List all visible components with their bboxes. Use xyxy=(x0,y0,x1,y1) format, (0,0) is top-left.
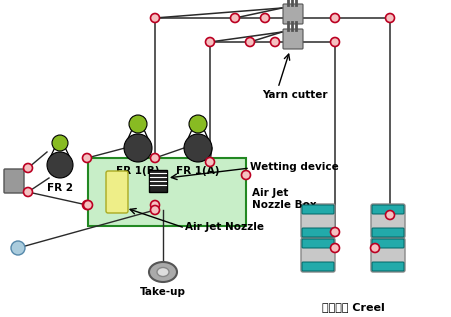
Circle shape xyxy=(11,241,25,255)
FancyBboxPatch shape xyxy=(282,29,302,49)
Circle shape xyxy=(270,37,279,47)
Circle shape xyxy=(330,243,339,253)
Circle shape xyxy=(150,153,159,163)
Text: Air Jet
Nozzle Box: Air Jet Nozzle Box xyxy=(252,188,316,210)
Circle shape xyxy=(83,200,91,210)
FancyBboxPatch shape xyxy=(88,158,245,226)
Ellipse shape xyxy=(149,262,177,282)
FancyBboxPatch shape xyxy=(301,228,333,237)
Circle shape xyxy=(330,37,339,47)
FancyBboxPatch shape xyxy=(370,238,404,272)
Circle shape xyxy=(124,134,152,162)
Circle shape xyxy=(150,14,159,23)
Circle shape xyxy=(47,152,73,178)
FancyBboxPatch shape xyxy=(106,171,128,213)
Text: Wetting device: Wetting device xyxy=(249,162,338,172)
Circle shape xyxy=(330,14,339,23)
Circle shape xyxy=(23,187,32,197)
Circle shape xyxy=(385,14,394,23)
FancyBboxPatch shape xyxy=(371,239,403,248)
Text: 원사공급 Creel: 원사공급 Creel xyxy=(321,302,383,312)
FancyBboxPatch shape xyxy=(370,204,404,238)
Circle shape xyxy=(370,243,379,253)
FancyBboxPatch shape xyxy=(300,204,334,238)
Text: Yarn cutter: Yarn cutter xyxy=(262,90,327,100)
FancyBboxPatch shape xyxy=(371,228,403,237)
FancyBboxPatch shape xyxy=(371,262,403,271)
Circle shape xyxy=(150,205,159,215)
FancyBboxPatch shape xyxy=(4,169,24,193)
Circle shape xyxy=(230,14,239,23)
Circle shape xyxy=(184,134,212,162)
FancyBboxPatch shape xyxy=(301,262,333,271)
Circle shape xyxy=(150,200,159,210)
Circle shape xyxy=(129,115,147,133)
Circle shape xyxy=(241,171,250,179)
Circle shape xyxy=(52,135,68,151)
FancyBboxPatch shape xyxy=(301,239,333,248)
Text: Air Jet Nozzle: Air Jet Nozzle xyxy=(184,222,263,232)
Circle shape xyxy=(83,200,92,210)
Text: FR 2: FR 2 xyxy=(47,183,73,193)
FancyBboxPatch shape xyxy=(300,238,334,272)
Circle shape xyxy=(189,115,207,133)
Circle shape xyxy=(330,228,339,236)
FancyBboxPatch shape xyxy=(149,170,166,192)
Circle shape xyxy=(23,164,32,172)
Circle shape xyxy=(205,37,214,47)
FancyBboxPatch shape xyxy=(282,4,302,24)
Ellipse shape xyxy=(156,268,169,276)
Circle shape xyxy=(260,14,269,23)
Circle shape xyxy=(385,210,394,219)
FancyBboxPatch shape xyxy=(371,205,403,214)
Text: FR 1(A): FR 1(A) xyxy=(176,166,219,176)
Circle shape xyxy=(205,158,214,166)
Circle shape xyxy=(83,153,91,163)
Text: Take-up: Take-up xyxy=(140,287,186,297)
FancyBboxPatch shape xyxy=(301,205,333,214)
Circle shape xyxy=(245,37,254,47)
Text: FR 1(B): FR 1(B) xyxy=(116,166,159,176)
